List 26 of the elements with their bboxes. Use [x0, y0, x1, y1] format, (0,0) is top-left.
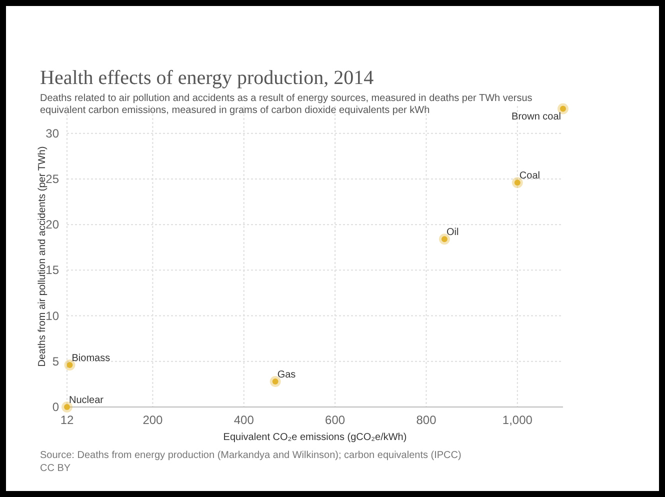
annotation: Biomass: [72, 353, 110, 364]
x-tick-label: 600: [325, 413, 346, 427]
y-tick-label: 0: [52, 400, 60, 414]
annotation: Coal: [519, 170, 540, 182]
x-tick-label: 1,000: [502, 413, 533, 427]
y-tick-label: 25: [46, 172, 60, 186]
y-tick-label: 20: [46, 218, 60, 232]
x-tick-label: 800: [416, 413, 437, 427]
y-tick-label: 30: [46, 126, 60, 140]
x-tick-label: 200: [142, 413, 164, 427]
y-tick-label: 10: [46, 308, 60, 323]
x-tick-label: 12: [60, 413, 74, 427]
annotation: Gas: [277, 369, 296, 380]
chart-title: Health effects of energy production, 2014: [40, 67, 374, 89]
point: [64, 360, 76, 371]
annotation: Nuclear: [69, 395, 104, 406]
y-tick-label: 15: [46, 263, 60, 278]
annotation: Oil: [446, 227, 459, 238]
x-axis-title: Equivalent CO₂e emissions (gCO₂e/kWh): [223, 432, 407, 443]
y-tick-label: 5: [52, 354, 60, 368]
text: CC BY: [40, 463, 71, 474]
source-note: Source: Deaths from energy production (Markandya and Wilkinson); carbon equivalents (IPCC): [40, 450, 462, 461]
x-tick-label: 400: [234, 413, 254, 427]
point: [62, 402, 72, 412]
point: [438, 234, 450, 245]
point: [512, 177, 523, 188]
